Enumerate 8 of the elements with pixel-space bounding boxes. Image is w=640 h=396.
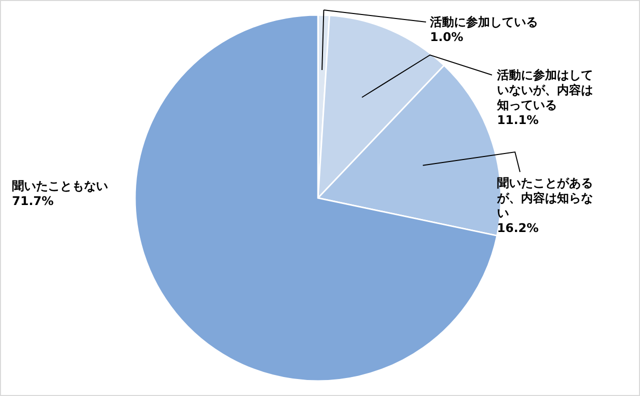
slice-label: 聞いたことがあるが、内容は知らない — [496, 176, 593, 220]
data-label: 11.1% — [497, 113, 539, 127]
data-label: 16.2% — [497, 221, 539, 235]
slice-label: 活動に参加している — [429, 15, 538, 29]
slice-label: 聞いたこともない — [12, 179, 108, 193]
data-label: 71.7% — [12, 194, 54, 208]
slice-label: 活動に参加はしていないが、内容は知っている — [496, 68, 593, 112]
data-label: 1.0% — [430, 30, 464, 44]
